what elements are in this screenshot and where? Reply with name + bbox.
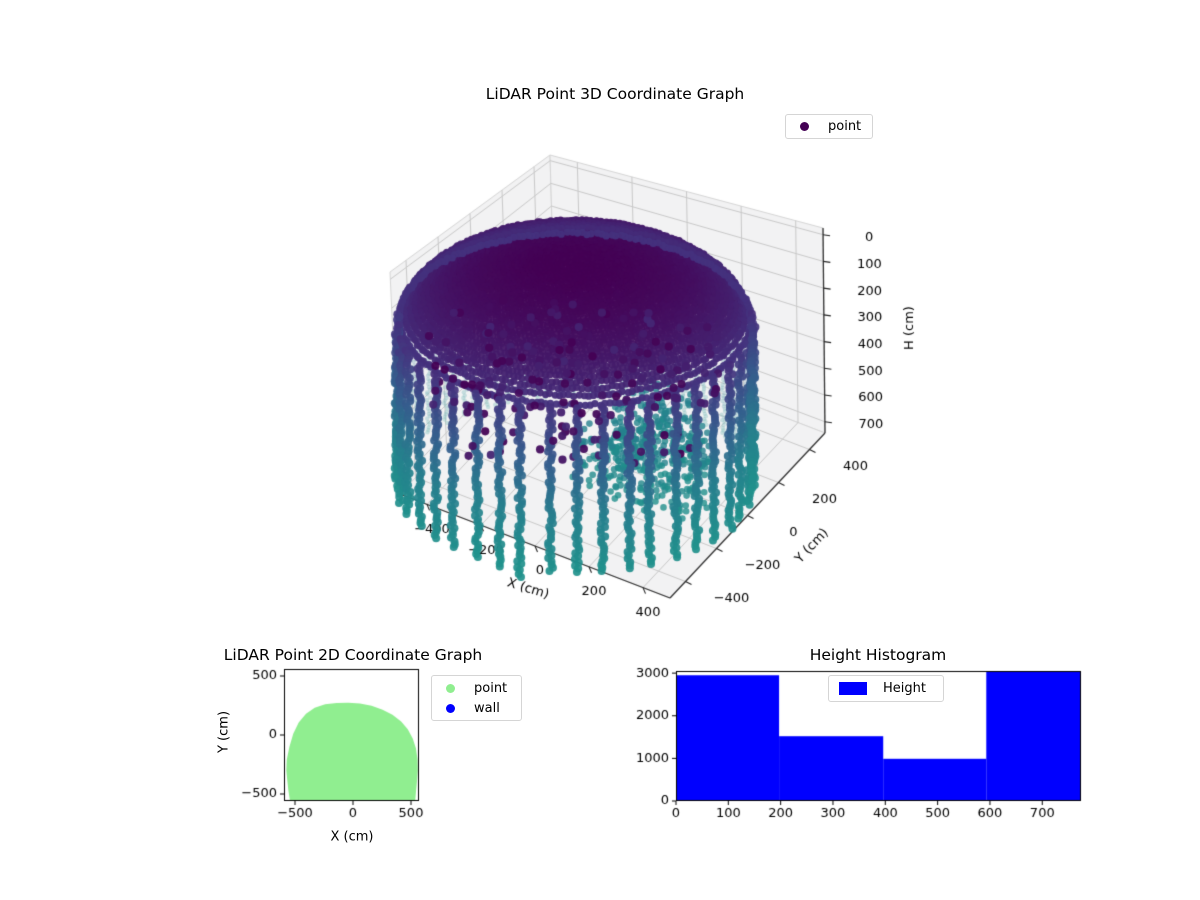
plot2d-title: LiDAR Point 2D Coordinate Graph bbox=[223, 646, 483, 664]
height-swatch-icon bbox=[839, 682, 867, 695]
legend-item-point: point bbox=[794, 117, 864, 136]
wall-marker-icon bbox=[446, 703, 455, 713]
plot3d-title: LiDAR Point 3D Coordinate Graph bbox=[485, 85, 745, 103]
plot2d-xaxis-label: X (cm) bbox=[330, 829, 374, 845]
histogram-title: Height Histogram bbox=[809, 646, 947, 664]
plot3d-legend: point bbox=[785, 114, 873, 139]
legend-label: wall bbox=[474, 700, 500, 716]
point-marker-icon bbox=[800, 122, 809, 131]
legend-item-point: point bbox=[440, 678, 513, 698]
legend-label: Height bbox=[883, 681, 926, 696]
histogram-legend: Height bbox=[828, 675, 944, 702]
point-marker-icon bbox=[446, 683, 455, 693]
plot2d-yaxis-label: Y (cm) bbox=[216, 710, 232, 754]
plot2d-legend: point wall bbox=[431, 675, 522, 721]
legend-item-wall: wall bbox=[440, 698, 513, 718]
legend-item-height: Height bbox=[837, 678, 935, 699]
legend-label: point bbox=[474, 680, 508, 696]
legend-label: point bbox=[828, 119, 862, 134]
